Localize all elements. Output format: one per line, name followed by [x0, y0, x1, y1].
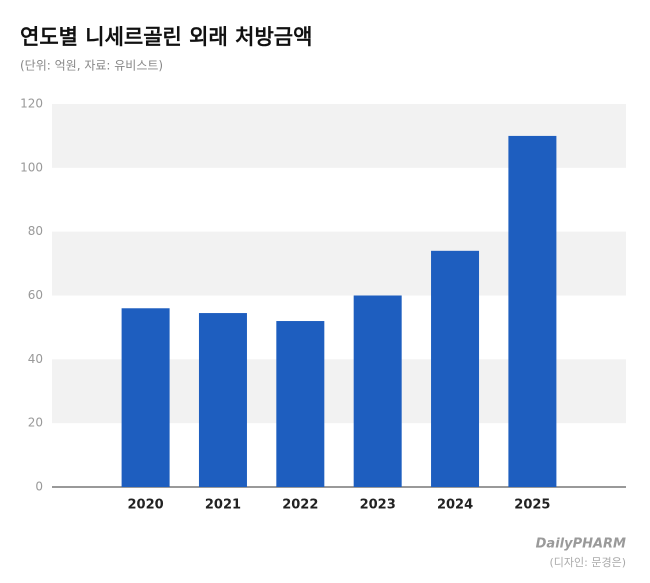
y-tick-label: 80 [28, 224, 43, 238]
chart-subtitle: (단위: 억원, 자료: 유비스트) [20, 59, 163, 73]
x-tick-label: 2024 [437, 498, 473, 513]
bar [276, 321, 325, 487]
x-tick-label: 2023 [360, 498, 396, 513]
bar [198, 313, 247, 487]
x-tick-label: 2025 [514, 498, 550, 513]
bar [121, 308, 170, 487]
bar [431, 250, 480, 487]
chart-title: 연도별 니세르골린 외래 처방금액 [20, 25, 312, 49]
y-tick-label: 120 [20, 97, 43, 111]
credit: (디자인: 문경은) [549, 556, 626, 569]
x-tick-label: 2022 [282, 498, 318, 513]
x-tick-label: 2021 [205, 498, 241, 513]
y-tick-label: 60 [28, 288, 43, 302]
logo: DailyPHARM [536, 537, 626, 552]
y-tick-label: 40 [28, 352, 43, 366]
y-tick-label: 20 [28, 416, 43, 430]
y-tick-label: 100 [20, 160, 43, 174]
bar [508, 135, 557, 487]
bar [353, 295, 402, 487]
x-tick-label: 2020 [128, 498, 164, 513]
y-tick-label: 0 [35, 480, 43, 494]
